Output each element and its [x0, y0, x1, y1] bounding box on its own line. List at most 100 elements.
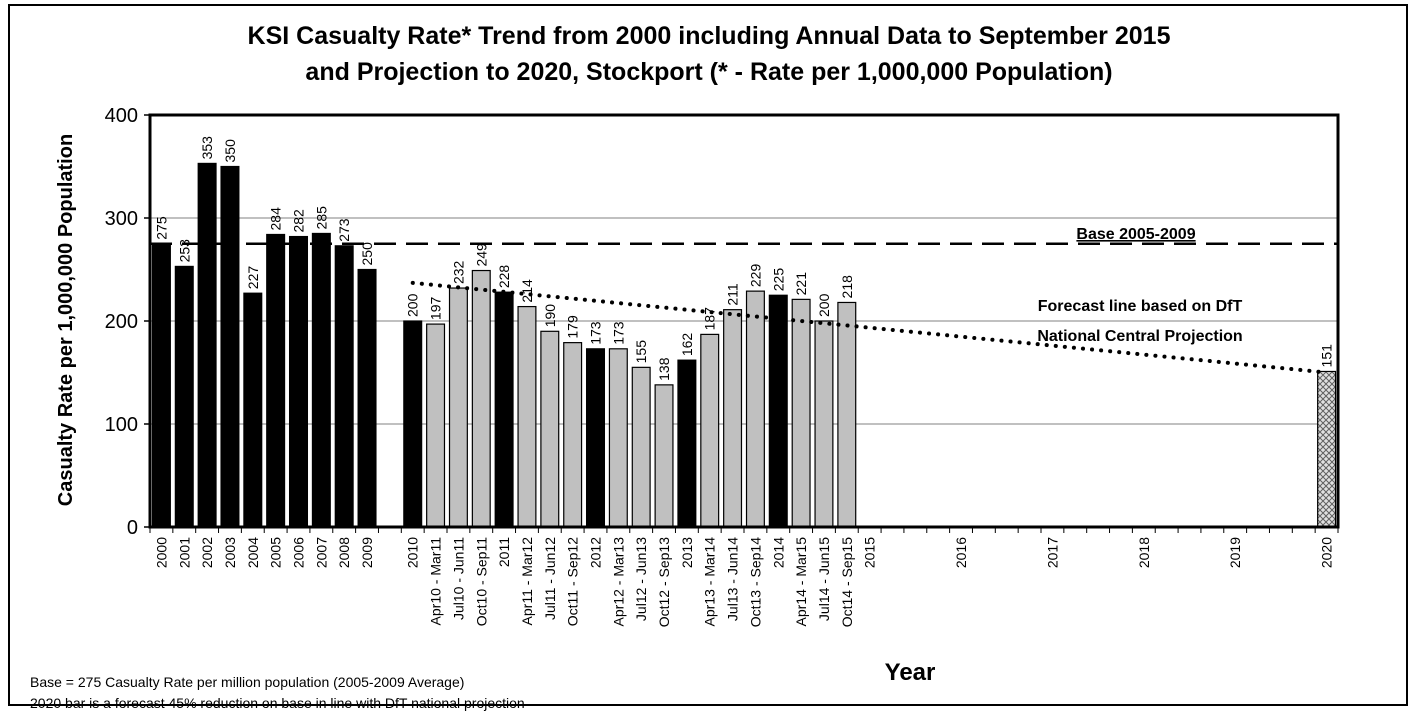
bar-Oct14 - Sep15	[837, 301, 857, 528]
x-tick-label-Oct10 - Sep11: Oct10 - Sep11	[473, 537, 489, 626]
y-tick-label-400: 400	[105, 105, 138, 127]
data-label-Jul13 - Jun14: 211	[725, 283, 741, 306]
data-label-2008: 273	[336, 218, 352, 242]
bar-2008	[334, 245, 354, 528]
bar-2005	[266, 233, 286, 528]
bar-Apr14 - Mar15	[791, 298, 811, 528]
data-label-2009: 250	[359, 242, 375, 266]
x-tick-label-2020: 2020	[1319, 537, 1335, 568]
data-label-Apr11 - Mar12: 214	[519, 279, 535, 303]
data-label-Apr10 - Mar11: 197	[428, 297, 444, 321]
bar-Jul12 - Jun13	[631, 366, 651, 528]
y-tick-label-100: 100	[105, 414, 138, 436]
data-label-2010: 200	[405, 293, 421, 317]
bar-Jul14 - Jun15	[814, 320, 834, 528]
bar-2011	[494, 291, 514, 528]
bars	[151, 162, 1337, 528]
bar-2013	[677, 359, 697, 528]
footnote-1: Base = 275 Casualty Rate per million pop…	[30, 674, 464, 690]
data-label-2006: 282	[291, 209, 307, 233]
x-tick-label-2000: 2000	[153, 537, 169, 568]
x-tick-label-2007: 2007	[313, 537, 329, 568]
bar-Apr11 - Mar12	[517, 305, 537, 528]
data-label-Jul12 - Jun13: 155	[633, 340, 649, 364]
chart-frame	[8, 4, 1408, 706]
x-tick-label-2011: 2011	[496, 537, 512, 567]
x-tick-label-Oct14 - Sep15: Oct14 - Sep15	[839, 537, 855, 627]
x-tick-label-2008: 2008	[336, 537, 352, 568]
x-tick-label-2016: 2016	[953, 537, 969, 568]
bar-Jul11 - Jun12	[540, 330, 560, 528]
data-label-2011: 228	[496, 265, 512, 289]
data-label-Jul10 - Jun11: 232	[450, 260, 466, 284]
bar-2020	[1317, 370, 1337, 528]
bar-2002	[197, 162, 217, 528]
data-label-Apr13 - Mar14: 187	[702, 307, 718, 331]
bar-Oct11 - Sep12	[563, 342, 583, 528]
data-label-2007: 285	[313, 206, 329, 230]
bar-2006	[288, 235, 309, 528]
x-tick-label-Apr11 - Mar12: Apr11 - Mar12	[519, 537, 535, 626]
data-label-2013: 162	[679, 333, 695, 357]
data-label-Jul11 - Jun12: 190	[542, 304, 558, 328]
x-tick-label-Oct13 - Sep14: Oct13 - Sep14	[747, 537, 763, 627]
y-tick-label-0: 0	[127, 517, 138, 539]
x-tick-label-2005: 2005	[268, 537, 284, 568]
bar-2001	[174, 265, 194, 528]
bar-Apr10 - Mar11	[426, 323, 446, 528]
x-tick-label-Apr13 - Mar14: Apr13 - Mar14	[702, 537, 718, 627]
bar-2000	[151, 243, 171, 528]
y-axis-label: Casualty Rate per 1,000,000 Population	[55, 134, 77, 506]
x-axis-label: Year	[885, 659, 936, 686]
x-tick-label-2015: 2015	[862, 537, 878, 568]
data-label-2000: 275	[153, 216, 169, 240]
chart-title-line-2: and Projection to 2020, Stockport (* - R…	[305, 58, 1112, 86]
x-tick-label-2013: 2013	[679, 537, 695, 568]
data-labels: 275 253 353 350 227 284 282 285 273 250 200 197 232 2…	[153, 136, 1334, 381]
bar-Jul10 - Jun11	[448, 287, 468, 528]
bar-Apr13 - Mar14	[700, 333, 720, 528]
x-tick-label-Jul12 - Jun13: Jul12 - Jun13	[633, 537, 649, 621]
x-tick-label-Jul10 - Jun11: Jul10 - Jun11	[450, 537, 466, 620]
chart-title-line-1: KSI Casualty Rate* Trend from 2000 inclu…	[248, 22, 1171, 50]
y-tick-label-300: 300	[105, 208, 138, 230]
x-tick-label-2019: 2019	[1227, 537, 1243, 568]
x-tick-label-Apr14 - Mar15: Apr14 - Mar15	[793, 537, 809, 627]
x-tick-label-2001: 2001	[176, 537, 192, 568]
bar-Apr12 - Mar13	[608, 348, 628, 528]
bar-2014	[768, 294, 788, 528]
forecast-line-label-2: National Central Projection	[1037, 328, 1242, 345]
data-label-2001: 253	[176, 239, 192, 263]
x-tick-label-2006: 2006	[291, 537, 307, 568]
x-tick-label-Jul13 - Jun14: Jul13 - Jun14	[725, 537, 741, 621]
bar-2003	[220, 165, 240, 528]
x-tick-label-Oct11 - Sep12: Oct11 - Sep12	[565, 537, 581, 626]
bar-2012	[585, 348, 606, 528]
data-label-2014: 225	[770, 268, 786, 292]
bar-2010	[403, 320, 423, 528]
data-label-Oct14 - Sep15: 218	[839, 275, 855, 299]
x-tick-label-2012: 2012	[588, 537, 604, 568]
data-label-Oct11 - Sep12: 179	[565, 315, 581, 339]
x-tick-label-2002: 2002	[199, 537, 215, 568]
footnote-2: 2020 bar is a forecast 45% reduction on …	[30, 695, 525, 711]
data-label-2002: 353	[199, 136, 215, 160]
x-tick-label-2010: 2010	[405, 537, 421, 568]
data-label-Oct12 - Sep13: 138	[656, 357, 672, 381]
data-label-Oct13 - Sep14: 229	[747, 264, 763, 288]
y-tick-label-200: 200	[105, 311, 138, 333]
x-tick-label-2014: 2014	[770, 537, 786, 568]
bar-Oct13 - Sep14	[745, 290, 765, 528]
base-line-label: Base 2005-2009	[1076, 226, 1195, 243]
data-label-2005: 284	[268, 207, 284, 231]
forecast-line-label-1: Forecast line based on DfT	[1038, 298, 1243, 315]
x-tick-label-2004: 2004	[245, 537, 261, 568]
data-label-2004: 227	[245, 266, 261, 290]
bar-2009	[357, 268, 377, 528]
data-label-2012: 173	[588, 321, 604, 345]
data-label-2020: 151	[1319, 344, 1335, 368]
bar-2004	[243, 292, 263, 528]
x-tick-labels: 2000 2001 2002 2003 2004 2005 2006 2007 2008 2009…	[153, 537, 1334, 627]
bar-Jul13 - Jun14	[723, 309, 743, 528]
